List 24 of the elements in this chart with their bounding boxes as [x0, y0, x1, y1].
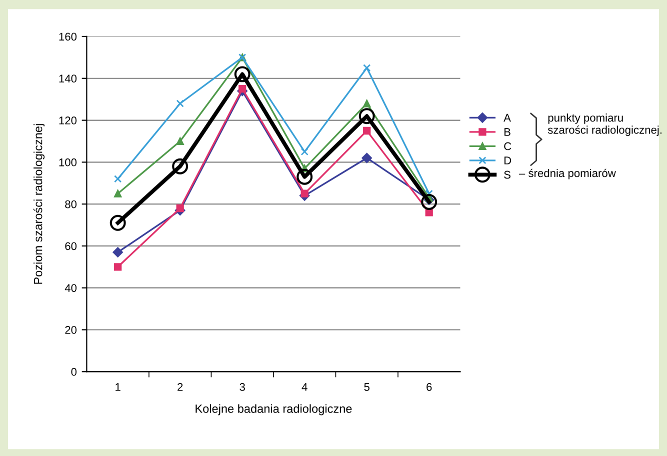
- y-tick-label: 0: [71, 368, 77, 376]
- x-tick-label: 2: [178, 383, 183, 391]
- y-tick-label: 160: [59, 32, 77, 41]
- y-tick-label: 20: [65, 326, 77, 334]
- y-tick-label: 140: [59, 74, 77, 83]
- x-tick-label: 1: [116, 383, 120, 391]
- x-tick-label: 6: [426, 383, 432, 391]
- x-tick-label: 5: [364, 383, 370, 391]
- y-tick-label: 40: [64, 284, 77, 292]
- y-tick-label: 80: [65, 200, 77, 208]
- text: – średnia pomiarów: [518, 168, 616, 180]
- x-tick-label: 4: [302, 383, 308, 391]
- y-tick-label: 100: [59, 158, 77, 166]
- legend-label: S: [504, 170, 510, 179]
- legend-label: D: [504, 156, 512, 164]
- legend-label: A: [504, 114, 511, 122]
- y-axis-title: Poziom szarości radiologicznej: [33, 124, 45, 284]
- legend-label: C: [504, 142, 512, 150]
- y-tick-label: 60: [65, 242, 77, 250]
- x-axis-title: Kolejne badania radiologiczne: [196, 404, 352, 416]
- legend-label: B: [504, 128, 510, 136]
- x-tick-label: 3: [240, 383, 245, 391]
- text: punkty pomiaru szarości radiologicznej.: [548, 114, 662, 136]
- y-tick-label: 120: [59, 116, 77, 124]
